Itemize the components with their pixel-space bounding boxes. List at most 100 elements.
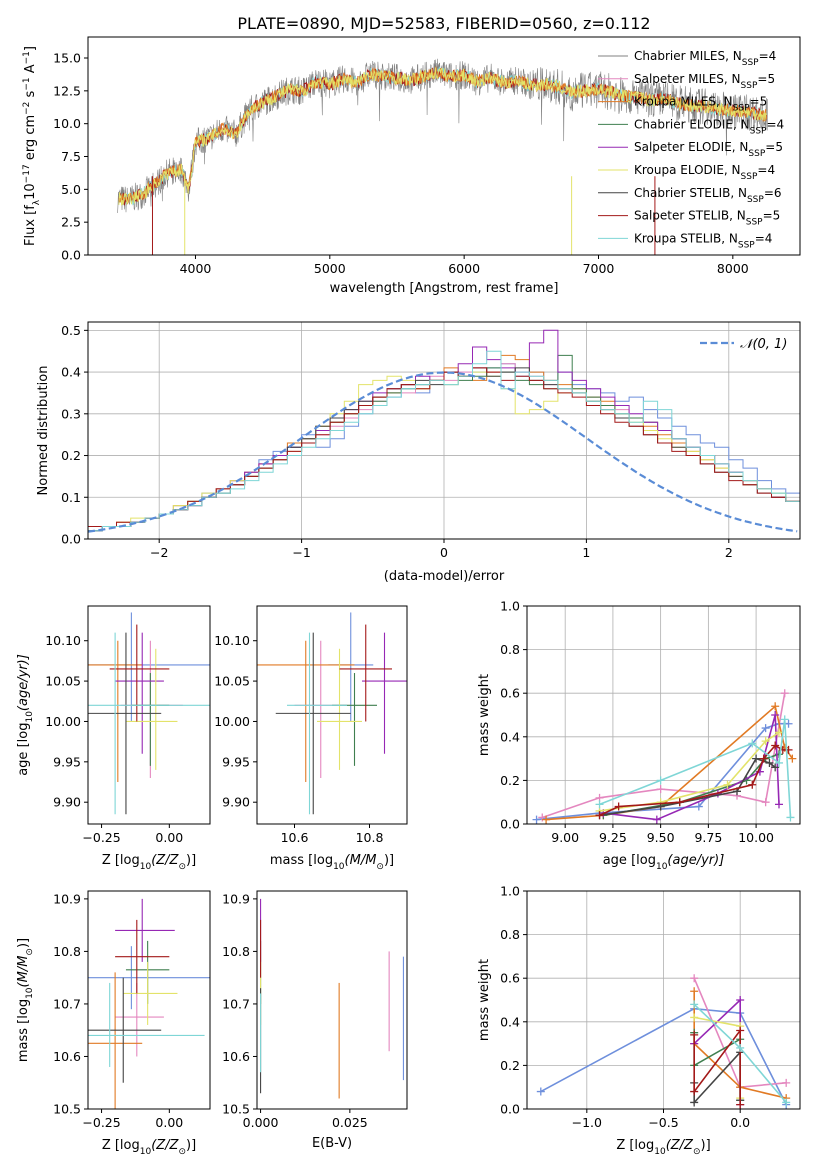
weight-marker	[775, 758, 783, 767]
error-bar-point	[123, 961, 178, 1025]
y-tick-label: 9.95	[222, 754, 250, 769]
weight-marker	[775, 800, 783, 809]
weight-marker	[736, 996, 745, 1004]
legend-label: Kroupa STELIB, NSSP=4	[634, 231, 772, 250]
weight-marker	[736, 1100, 745, 1109]
axes-frame	[256, 605, 408, 825]
plot-area-mass-vs-EBV	[260, 898, 404, 1099]
x-tick-label: 6000	[448, 261, 480, 276]
x-tick-label: −0.25	[82, 830, 120, 845]
x-tick-label: 9.50	[647, 830, 675, 845]
error-bar-point	[125, 648, 178, 770]
x-tick-label: 9.25	[599, 830, 627, 845]
y-tick-label: 10.9	[222, 891, 250, 906]
plot-area-weight-vs-Z	[527, 891, 800, 1109]
x-axis-label: Z [log10(Z/Z⊙)]	[102, 853, 196, 872]
weight-marker	[694, 802, 703, 811]
y-tick-label: 10.9	[53, 891, 81, 906]
weight-marker	[761, 737, 770, 746]
weight-marker	[656, 776, 665, 785]
axes-frame	[526, 605, 801, 825]
y-tick-label: 10.6	[53, 1049, 81, 1064]
weight-marker	[788, 754, 797, 763]
error-bar-point	[88, 632, 210, 815]
panel-weight-vs-Z: −1.0 −0.5 0.0 0.0 0.2 0.4 0.6 0.8 1.0 Z [log10(Z/…	[477, 884, 801, 1157]
y-axis-label: Normed distribution	[36, 366, 51, 496]
x-tick-label: 5000	[314, 261, 346, 276]
y-tick-label: 10.00	[214, 714, 250, 729]
weight-line	[694, 1016, 741, 1099]
x-tick-label: 10.00	[738, 830, 774, 845]
y-axis-label: Flux [fλ10−17 erg cm−2 s−1 A−1]	[22, 46, 42, 246]
weight-marker	[690, 1087, 699, 1096]
x-tick-label: −0.25	[82, 1115, 120, 1130]
legend-label: Salpeter ELODIE, NSSP=5	[634, 140, 783, 159]
y-tick-label: 2.5	[61, 215, 81, 230]
axes-frame	[256, 890, 408, 1110]
error-bar-point	[257, 640, 355, 783]
x-tick-label: 9.00	[551, 830, 579, 845]
x-tick-label: 10.6	[281, 830, 309, 845]
weight-marker	[723, 780, 732, 789]
histogram-series	[88, 354, 800, 539]
weight-marker	[736, 1026, 745, 1035]
error-bar-point	[120, 640, 183, 778]
y-tick-label: 15.0	[53, 51, 81, 66]
error-bar-point	[115, 919, 170, 994]
y-tick-label: 9.90	[53, 795, 81, 810]
error-bar-point	[275, 632, 351, 815]
legend-label: Kroupa ELODIE, NSSP=4	[634, 163, 775, 182]
y-tick-label: 12.5	[53, 83, 81, 98]
weight-line	[542, 693, 786, 819]
y-tick-label: 0.2	[61, 448, 81, 463]
panel-weight-vs-age: 9.00 9.25 9.50 9.75 10.00 0.0 0.2 0.4 0.6 0.8 1.0 a…	[477, 599, 801, 872]
panel-spectrum: 4000 5000 6000 7000 8000 0.0 2.5 5.0 7.5 10.0 12.5…	[22, 36, 801, 296]
weight-series	[690, 1026, 745, 1109]
weight-marker	[780, 689, 789, 698]
y-tick-label: 10.6	[222, 1049, 250, 1064]
x-tick-label: 1	[582, 545, 590, 560]
weight-marker	[771, 763, 780, 772]
error-bar-point	[88, 632, 162, 815]
weight-marker	[736, 1043, 745, 1052]
gaussian-curve	[88, 371, 798, 533]
figure-title: PLATE=0890, MJD=52583, FIBERID=0560, z=0…	[237, 14, 650, 33]
histogram-series	[88, 363, 800, 539]
weight-marker	[771, 702, 780, 711]
y-tick-label: 0.4	[500, 729, 520, 744]
legend-label: Chabrier STELIB, NSSP=6	[634, 186, 782, 205]
weight-marker	[752, 754, 761, 763]
legend-label: Kroupa MILES, NSSP=5	[634, 95, 767, 114]
panel-mass-vs-Z: −0.25 0.00 10.5 10.6 10.7 10.8 10.9 Z [log10(Z/…	[16, 890, 211, 1157]
y-tick-label: 10.7	[222, 996, 250, 1011]
histogram-series	[88, 367, 800, 539]
weight-line	[603, 714, 780, 821]
panel-age-vs-mass: 10.6 10.8 9.90 9.95 10.00 10.05 10.10 mass [log…	[214, 605, 408, 872]
x-tick-label: −0.5	[648, 1115, 678, 1130]
legend-label: Chabrier MILES, NSSP=4	[634, 49, 776, 68]
x-tick-label: 0.00	[155, 1115, 183, 1130]
x-tick-label: 9.75	[694, 830, 722, 845]
legend-label: Salpeter STELIB, NSSP=5	[634, 209, 780, 228]
y-tick-label: 0.0	[500, 1102, 520, 1117]
x-axis-label: Z [log10(Z/Z⊙)]	[102, 1138, 196, 1157]
x-tick-label: 0.0	[730, 1115, 750, 1130]
x-tick-label: 10.8	[356, 830, 384, 845]
y-tick-label: 10.0	[53, 116, 81, 131]
weight-marker	[595, 800, 604, 809]
x-tick-label: 2	[725, 545, 733, 560]
x-tick-label: 4000	[180, 261, 212, 276]
y-axis-label: age [log10(age/yr)]	[16, 654, 35, 776]
error-bar-point	[109, 624, 170, 722]
y-tick-label: 0.3	[61, 406, 81, 421]
y-axis-label: mass [log10(M/M⊙)]	[16, 938, 35, 1062]
error-bar-point	[115, 632, 164, 754]
x-axis-label: mass [log10(M/M⊙)]	[270, 853, 394, 872]
weight-marker	[782, 1078, 791, 1087]
y-tick-label: 10.05	[45, 674, 81, 689]
histogram-series	[88, 329, 800, 539]
error-bar-point	[88, 972, 143, 1109]
x-tick-label: 7000	[583, 261, 615, 276]
spectrum-model-line	[118, 67, 767, 206]
